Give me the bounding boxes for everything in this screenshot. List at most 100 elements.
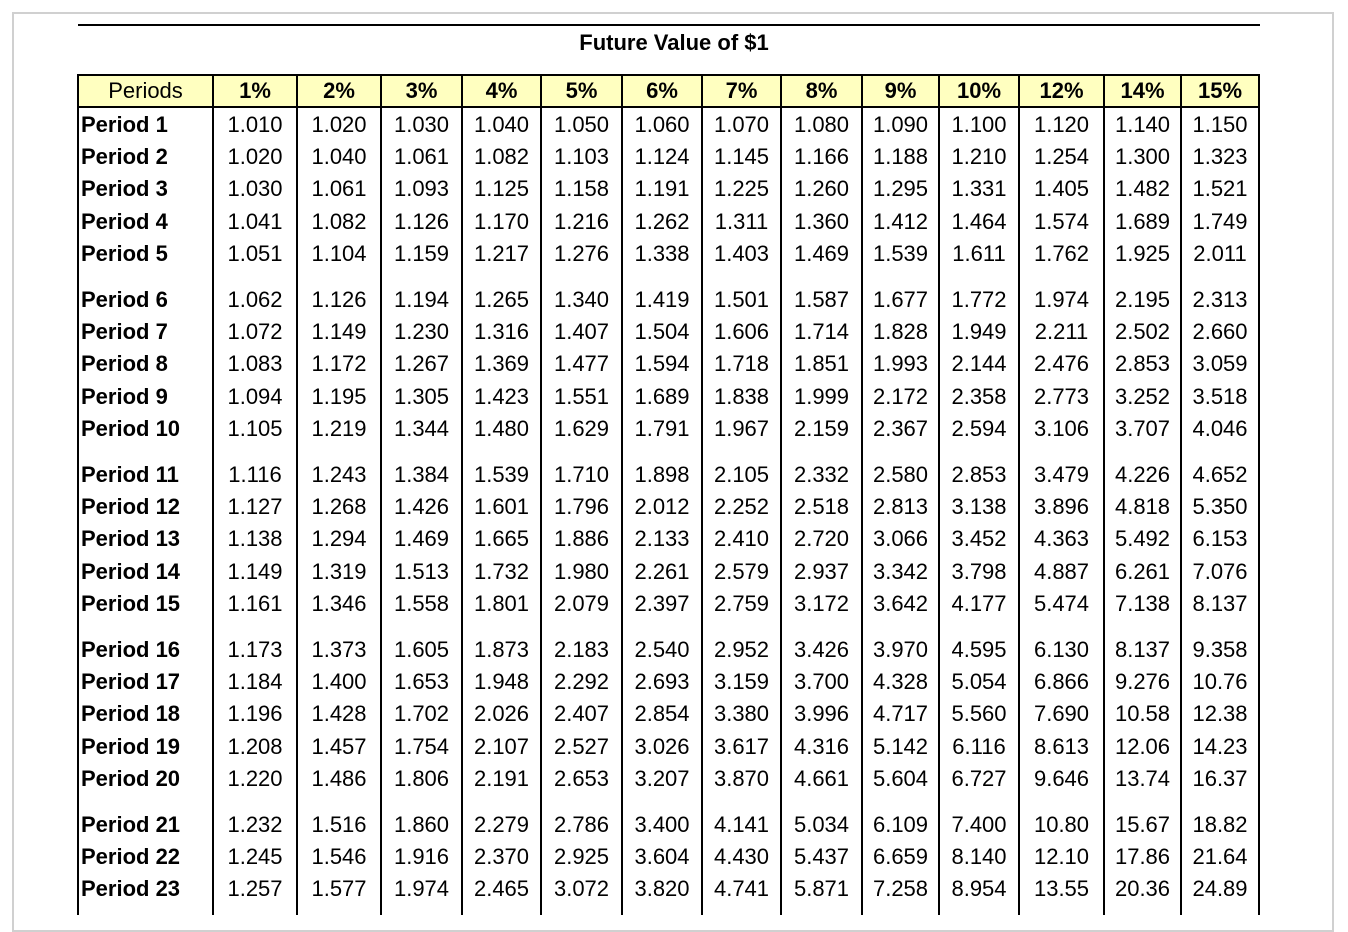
rule xyxy=(78,24,1260,26)
value-cell: 1.501 xyxy=(713,287,770,312)
value-cell: 1.219 xyxy=(311,415,367,441)
row-label: Period 15 xyxy=(81,590,181,616)
value-cell: 1.094 xyxy=(227,383,283,409)
value-cell: 1.558 xyxy=(393,590,450,616)
value-cell: 1.539 xyxy=(872,240,929,266)
value-cell: 1.217 xyxy=(473,240,530,266)
row-label: Period 12 xyxy=(81,494,181,520)
value-cell: 1.486 xyxy=(311,765,367,791)
value-cell: 1.419 xyxy=(634,287,690,312)
value-cell: 1.886 xyxy=(553,526,610,552)
value-cell: 2.279 xyxy=(473,812,530,837)
value-cell: 2.773 xyxy=(1033,383,1090,409)
value-cell: 1.469 xyxy=(793,240,850,266)
value-cell: 2.853 xyxy=(951,462,1007,487)
column-line xyxy=(212,107,214,915)
value-cell: 12.38 xyxy=(1192,701,1248,727)
value-cell: 1.369 xyxy=(473,351,530,377)
value-cell: 1.149 xyxy=(311,319,367,345)
value-cell: 1.801 xyxy=(473,590,530,616)
row-label: Period 17 xyxy=(81,669,181,695)
value-cell: 1.346 xyxy=(311,590,367,616)
value-cell: 1.710 xyxy=(553,462,610,487)
value-cell: 7.690 xyxy=(1033,701,1090,727)
header-cell: 3% xyxy=(380,74,463,108)
value-cell: 1.072 xyxy=(227,319,283,345)
value-cell: 5.604 xyxy=(872,765,929,791)
value-cell: 2.786 xyxy=(553,812,610,837)
value-cell: 3.798 xyxy=(951,558,1007,584)
column-line xyxy=(1180,107,1182,915)
value-cell: 4.741 xyxy=(713,876,770,902)
value-cell: 4.363 xyxy=(1033,526,1090,552)
value-cell: 5.054 xyxy=(951,669,1007,695)
value-cell: 1.423 xyxy=(473,383,530,409)
value-cell: 6.727 xyxy=(951,765,1007,791)
value-cell: 1.319 xyxy=(311,558,367,584)
column-line xyxy=(296,107,298,915)
value-cell: 1.276 xyxy=(553,240,610,266)
value-cell: 1.403 xyxy=(713,240,770,266)
header-cell: 9% xyxy=(861,74,940,108)
header-cell: 4% xyxy=(461,74,542,108)
value-cell: 1.145 xyxy=(713,144,770,170)
value-cell: 4.717 xyxy=(872,701,929,727)
value-cell: 5.350 xyxy=(1192,494,1248,520)
value-cell: 2.518 xyxy=(793,494,850,520)
value-cell: 1.967 xyxy=(713,415,770,441)
value-cell: 1.405 xyxy=(1033,176,1090,202)
value-cell: 2.653 xyxy=(553,765,610,791)
value-cell: 4.595 xyxy=(951,637,1007,662)
value-cell: 1.159 xyxy=(393,240,450,266)
header-cell: 7% xyxy=(701,74,782,108)
value-cell: 1.551 xyxy=(553,383,610,409)
value-cell: 1.120 xyxy=(1033,112,1090,137)
value-cell: 1.407 xyxy=(553,319,610,345)
column-line xyxy=(1103,107,1105,915)
value-cell: 6.261 xyxy=(1114,558,1171,584)
value-cell: 2.195 xyxy=(1114,287,1171,312)
value-cell: 1.594 xyxy=(634,351,690,377)
value-cell: 2.720 xyxy=(793,526,850,552)
value-cell: 1.260 xyxy=(793,176,850,202)
value-cell: 1.577 xyxy=(311,876,367,902)
value-cell: 1.267 xyxy=(393,351,450,377)
value-cell: 1.093 xyxy=(393,176,450,202)
value-cell: 1.195 xyxy=(311,383,367,409)
value-cell: 1.104 xyxy=(311,240,367,266)
value-cell: 2.105 xyxy=(713,462,770,487)
value-cell: 1.188 xyxy=(872,144,929,170)
row-label: Period 3 xyxy=(81,176,168,202)
value-cell: 3.342 xyxy=(872,558,929,584)
row-label: Period 11 xyxy=(81,462,179,487)
header-cell: 8% xyxy=(780,74,863,108)
value-cell: 17.86 xyxy=(1114,844,1171,870)
value-cell: 1.082 xyxy=(311,208,367,234)
value-cell: 2.292 xyxy=(553,669,610,695)
value-cell: 1.208 xyxy=(227,733,283,759)
value-cell: 7.400 xyxy=(951,812,1007,837)
value-cell: 2.172 xyxy=(872,383,929,409)
value-cell: 1.061 xyxy=(311,176,367,202)
value-cell: 1.173 xyxy=(227,637,283,662)
value-cell: 1.060 xyxy=(634,112,690,137)
value-cell: 1.574 xyxy=(1033,208,1090,234)
value-cell: 1.170 xyxy=(473,208,530,234)
value-cell: 4.328 xyxy=(872,669,929,695)
value-cell: 1.477 xyxy=(553,351,610,377)
row-label: Period 9 xyxy=(81,383,168,409)
value-cell: 13.74 xyxy=(1114,765,1171,791)
value-cell: 1.480 xyxy=(473,415,530,441)
value-cell: 1.268 xyxy=(311,494,367,520)
value-cell: 3.426 xyxy=(793,637,850,662)
value-cell: 2.261 xyxy=(634,558,690,584)
value-cell: 1.605 xyxy=(393,637,450,662)
column-line xyxy=(461,107,463,915)
value-cell: 1.949 xyxy=(951,319,1007,345)
row-label: Period 8 xyxy=(81,351,168,377)
value-cell: 3.066 xyxy=(872,526,929,552)
value-cell: 4.818 xyxy=(1114,494,1171,520)
column-line xyxy=(77,107,79,915)
value-cell: 4.177 xyxy=(951,590,1007,616)
value-cell: 1.070 xyxy=(713,112,770,137)
